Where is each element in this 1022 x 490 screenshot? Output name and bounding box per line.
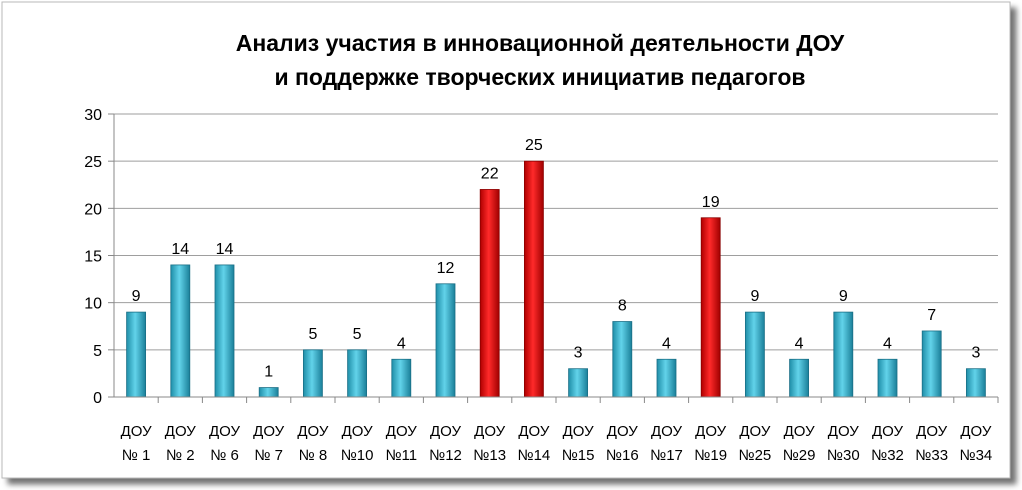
chart-title-line-1: Анализ участия в инновационной деятельно…: [236, 30, 845, 56]
x-category-label-line-2: №19: [694, 447, 727, 464]
bar: [391, 358, 412, 398]
y-tick-label: 15: [84, 249, 102, 266]
data-label: 14: [171, 241, 189, 258]
x-category-label-line-2: №13: [473, 447, 506, 464]
x-category-label-line-2: №16: [606, 447, 639, 464]
bar: [302, 349, 323, 398]
data-labels: 9 14 14 1 5 5 4 12 22 25 3 8 4 19 9 4 9 4 7 3: [132, 137, 981, 380]
x-category-label-line-2: №17: [650, 447, 683, 464]
data-label: 22: [481, 165, 499, 182]
data-label: 14: [216, 241, 234, 258]
x-category-label-line-2: № 1: [122, 447, 151, 464]
data-label: 4: [883, 335, 892, 352]
x-category-label-line-1: ДОУ: [386, 423, 417, 440]
x-category-label-line-1: ДОУ: [739, 423, 770, 440]
y-tick-label: 20: [84, 201, 102, 218]
x-category-label-line-1: ДОУ: [607, 423, 638, 440]
data-label: 25: [525, 137, 543, 154]
x-category-label-line-2: №33: [915, 447, 948, 464]
x-category-label-line-2: № 7: [254, 447, 283, 464]
bar: [612, 321, 633, 398]
chart-frame: [1, 1, 1011, 479]
data-label: 19: [702, 194, 720, 211]
x-category-label-line-2: №30: [827, 447, 860, 464]
bar: [965, 368, 986, 398]
bar: [214, 264, 235, 398]
x-category-label-line-1: ДОУ: [695, 423, 726, 440]
x-category-label-line-2: №15: [562, 447, 595, 464]
data-label: 4: [795, 335, 804, 352]
bar: [789, 358, 810, 398]
x-category-label-line-1: ДОУ: [518, 423, 549, 440]
data-label: 4: [662, 335, 671, 352]
y-tick-label: 10: [84, 296, 102, 313]
x-category-label-line-1: ДОУ: [342, 423, 373, 440]
data-label: 5: [353, 326, 362, 343]
x-category-label-line-1: ДОУ: [916, 423, 947, 440]
data-label: 9: [132, 288, 141, 305]
y-axis: 0 5 10 15 20 25 30: [84, 107, 115, 407]
data-label: 1: [264, 364, 273, 381]
data-label: 8: [618, 298, 627, 315]
y-tick-label: 0: [93, 390, 102, 407]
y-tick-label: 5: [93, 343, 102, 360]
data-label: 7: [927, 307, 936, 324]
x-category-label-line-2: №12: [429, 447, 462, 464]
y-tick-label: 25: [84, 154, 102, 171]
bar: [435, 283, 456, 398]
bar: [568, 368, 589, 398]
bars: [126, 160, 986, 398]
x-category-label-line-1: ДОУ: [121, 423, 152, 440]
x-category-label-line-1: ДОУ: [828, 423, 859, 440]
bar: [258, 387, 279, 398]
x-category-label-line-2: № 8: [299, 447, 328, 464]
bar: [170, 264, 191, 398]
x-category-label-line-1: ДОУ: [960, 423, 991, 440]
x-category-label-line-1: ДОУ: [872, 423, 903, 440]
x-category-label-line-1: ДОУ: [784, 423, 815, 440]
x-axis: ДОУ № 1 ДОУ № 2 ДОУ № 6 ДОУ № 7 ДОУ № 8 ДОУ №10 ДОУ №…: [114, 396, 999, 464]
x-category-label-line-1: ДОУ: [430, 423, 461, 440]
data-label: 9: [839, 288, 848, 305]
x-category-label-line-1: ДОУ: [651, 423, 682, 440]
x-category-label-line-2: №10: [341, 447, 374, 464]
x-category-label-line-1: ДОУ: [474, 423, 505, 440]
bar: [744, 311, 765, 398]
bar: [656, 358, 677, 398]
x-category-label-line-2: №34: [960, 447, 993, 464]
data-label: 3: [971, 345, 980, 362]
bar: [833, 311, 854, 398]
x-category-label-line-2: №29: [783, 447, 816, 464]
data-label: 5: [308, 326, 317, 343]
x-category-label-line-2: № 6: [210, 447, 239, 464]
bar: [877, 358, 898, 398]
bar: [921, 330, 942, 398]
bar-highlighted: [523, 160, 544, 398]
data-label: 12: [437, 260, 455, 277]
x-category-label-line-2: №25: [739, 447, 772, 464]
bar-highlighted: [700, 217, 721, 398]
bar: [126, 311, 147, 398]
bar-highlighted: [479, 189, 500, 398]
x-category-label-line-1: ДОУ: [563, 423, 594, 440]
x-category-label-line-1: ДОУ: [165, 423, 196, 440]
x-category-label-line-1: ДОУ: [253, 423, 284, 440]
x-category-label-line-2: №32: [871, 447, 904, 464]
bar: [347, 349, 368, 398]
data-label: 9: [750, 288, 759, 305]
x-category-label-line-1: ДОУ: [209, 423, 240, 440]
chart-title-line-2: и поддержке творческих инициатив педагог…: [274, 64, 805, 90]
data-label: 3: [574, 345, 583, 362]
x-category-label-line-1: ДОУ: [297, 423, 328, 440]
x-category-label-line-2: №11: [385, 447, 417, 464]
x-category-label-line-2: № 2: [166, 447, 195, 464]
y-tick-label: 30: [84, 107, 102, 124]
x-category-label-line-2: №14: [518, 447, 551, 464]
data-label: 4: [397, 335, 406, 352]
